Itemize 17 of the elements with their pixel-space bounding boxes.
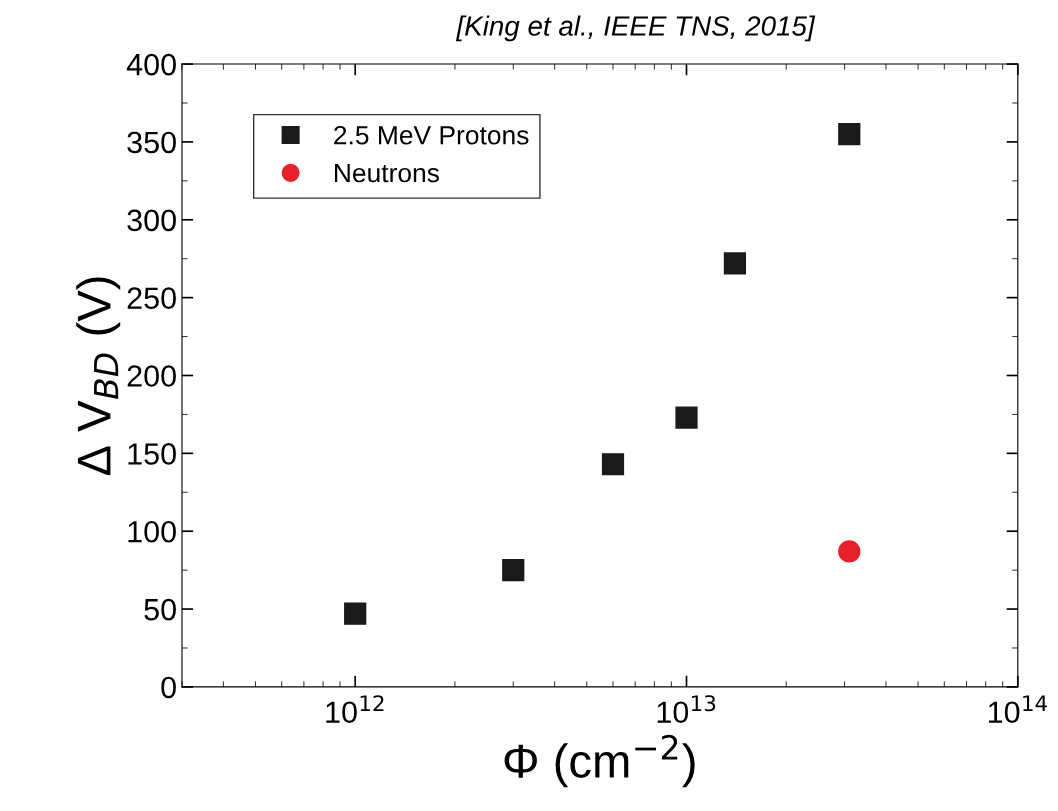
- x-tick-label: 10$^{14}$: [988, 695, 1047, 724]
- x-axis-title: Φ (cm$^{−2}$): [504, 734, 695, 788]
- x-tick-label: 10$^{12}$: [326, 695, 384, 724]
- y-tick-label: 150: [128, 443, 176, 465]
- y-tick-label: 300: [127, 209, 176, 232]
- legend-label: Neutrons: [335, 163, 439, 183]
- x-tick-label: 10$^{13}$: [657, 695, 716, 724]
- y-tick-label: 250: [127, 287, 176, 310]
- y-tick-label: 50: [144, 598, 176, 621]
- y-tick-label: 350: [127, 131, 176, 154]
- text: [King et al., IEEE TNS, 2015]: [455, 15, 816, 42]
- y-axis-title: Δ V$_{BD}$ (V): [76, 277, 121, 476]
- y-tick-label: 100: [128, 520, 176, 543]
- y-tick-label: 400: [126, 53, 176, 76]
- y-tick-label: 200: [127, 365, 176, 387]
- y-tick-label: 0: [161, 676, 176, 699]
- legend-label: 2.5 MeV Protons: [334, 125, 529, 145]
